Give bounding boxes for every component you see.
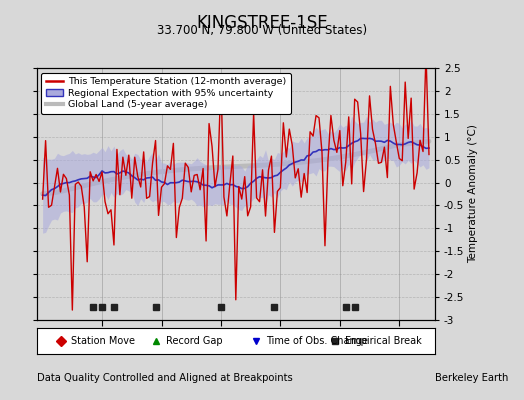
Text: Time of Obs. Change: Time of Obs. Change bbox=[266, 336, 367, 346]
Text: Empirical Break: Empirical Break bbox=[345, 336, 422, 346]
Y-axis label: Temperature Anomaly (°C): Temperature Anomaly (°C) bbox=[468, 124, 478, 264]
Text: Record Gap: Record Gap bbox=[166, 336, 223, 346]
Text: Station Move: Station Move bbox=[71, 336, 135, 346]
Text: 33.700 N, 79.800 W (United States): 33.700 N, 79.800 W (United States) bbox=[157, 24, 367, 37]
Text: Data Quality Controlled and Aligned at Breakpoints: Data Quality Controlled and Aligned at B… bbox=[37, 373, 292, 383]
Text: Berkeley Earth: Berkeley Earth bbox=[435, 373, 508, 383]
Legend: This Temperature Station (12-month average), Regional Expectation with 95% uncer: This Temperature Station (12-month avera… bbox=[41, 73, 291, 114]
Text: KINGSTREE-1SE: KINGSTREE-1SE bbox=[196, 14, 328, 32]
